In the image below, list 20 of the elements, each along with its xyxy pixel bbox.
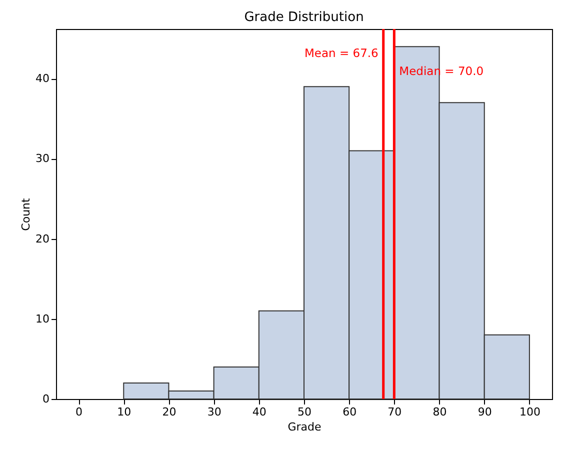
y-tick-label: 40 — [36, 72, 50, 86]
y-tick-label: 0 — [42, 392, 50, 406]
x-tick-label: 20 — [162, 406, 176, 418]
x-tick-label: 30 — [207, 406, 222, 418]
y-tick-label: 30 — [36, 152, 50, 166]
x-tick-label: 90 — [478, 406, 492, 418]
x-tick-label: 50 — [298, 406, 312, 418]
x-tick-label: 70 — [388, 406, 402, 418]
x-tick-label: 0 — [76, 406, 83, 418]
y-tick-label: 10 — [36, 312, 50, 326]
x-axis-title: Grade — [288, 420, 322, 434]
y-tick-label: 20 — [36, 232, 50, 246]
x-tick-label: 100 — [519, 406, 540, 418]
x-tick-label: 40 — [252, 406, 266, 418]
chart-title: Grade Distribution — [244, 10, 364, 25]
y-axis-title: Count — [20, 197, 33, 231]
ref-line-label: Mean = 67.6 — [304, 46, 378, 60]
x-tick-label: 10 — [117, 406, 132, 418]
x-tick-label: 60 — [342, 406, 357, 418]
x-tick-label: 80 — [432, 406, 447, 418]
